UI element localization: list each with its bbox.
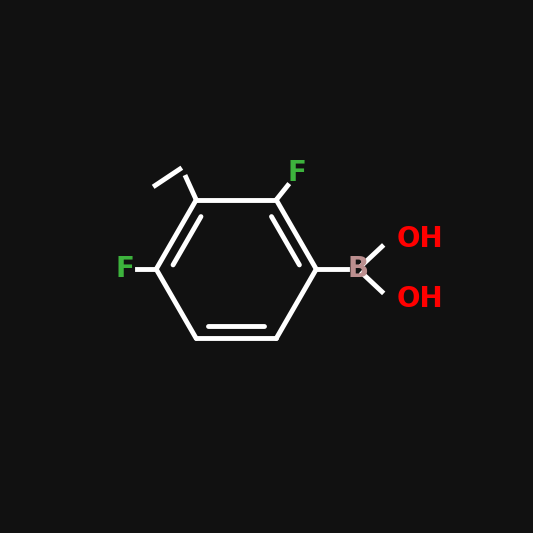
Text: B: B bbox=[348, 255, 369, 283]
Text: F: F bbox=[287, 159, 306, 187]
Text: OH: OH bbox=[396, 225, 443, 253]
Text: OH: OH bbox=[396, 285, 443, 313]
Text: F: F bbox=[115, 255, 134, 283]
